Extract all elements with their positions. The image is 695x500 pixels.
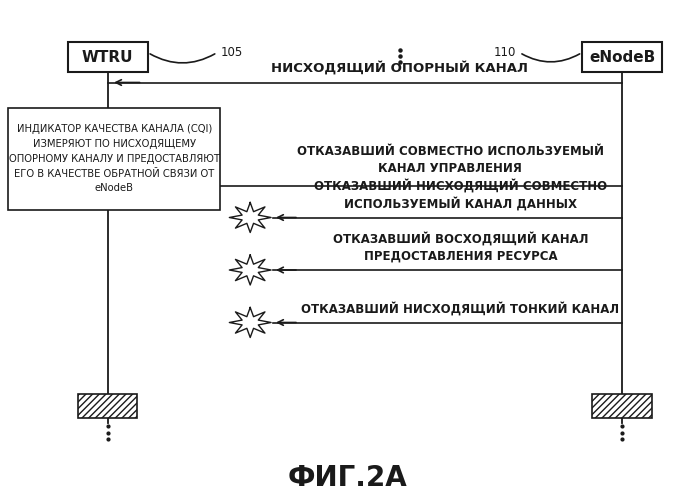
Text: ОТКАЗАВШИЙ НИСХОДЯЩИЙ СОВМЕСТНО
ИСПОЛЬЗУЕМЫЙ КАНАЛ ДАННЫХ: ОТКАЗАВШИЙ НИСХОДЯЩИЙ СОВМЕСТНО ИСПОЛЬЗУ… (314, 178, 607, 210)
Text: 105: 105 (221, 46, 243, 59)
FancyBboxPatch shape (78, 394, 138, 418)
Text: ИНДИКАТОР КАЧЕСТВА КАНАЛА (CQI)
ИЗМЕРЯЮТ ПО НИСХОДЯЩЕМУ
ОПОРНОМУ КАНАЛУ И ПРЕДОС: ИНДИКАТОР КАЧЕСТВА КАНАЛА (CQI) ИЗМЕРЯЮТ… (9, 124, 220, 194)
FancyBboxPatch shape (593, 394, 652, 418)
Text: ОТКАЗАВШИЙ НИСХОДЯЩИЙ ТОНКИЙ КАНАЛ: ОТКАЗАВШИЙ НИСХОДЯЩИЙ ТОНКИЙ КАНАЛ (302, 302, 619, 316)
Text: ФИГ.2А: ФИГ.2А (288, 464, 407, 491)
Polygon shape (229, 202, 271, 232)
Text: ОТКАЗАВШИЙ СОВМЕСТНО ИСПОЛЬЗУЕМЫЙ
КАНАЛ УПРАВЛЕНИЯ: ОТКАЗАВШИЙ СОВМЕСТНО ИСПОЛЬЗУЕМЫЙ КАНАЛ … (297, 145, 603, 175)
Text: 110: 110 (493, 46, 516, 59)
Text: НИСХОДЯЩИЙ ОПОРНЫЙ КАНАЛ: НИСХОДЯЩИЙ ОПОРНЫЙ КАНАЛ (271, 60, 528, 74)
Text: ОТКАЗАВШИЙ ВОСХОДЯЩИЙ КАНАЛ
ПРЕДОСТАВЛЕНИЯ РЕСУРСА: ОТКАЗАВШИЙ ВОСХОДЯЩИЙ КАНАЛ ПРЕДОСТАВЛЕН… (333, 232, 588, 263)
Text: WTRU: WTRU (82, 50, 133, 64)
FancyBboxPatch shape (8, 108, 220, 210)
Text: eNodeB: eNodeB (589, 50, 655, 64)
FancyBboxPatch shape (582, 42, 662, 72)
FancyBboxPatch shape (68, 42, 148, 72)
Polygon shape (229, 308, 271, 338)
Polygon shape (229, 255, 271, 285)
